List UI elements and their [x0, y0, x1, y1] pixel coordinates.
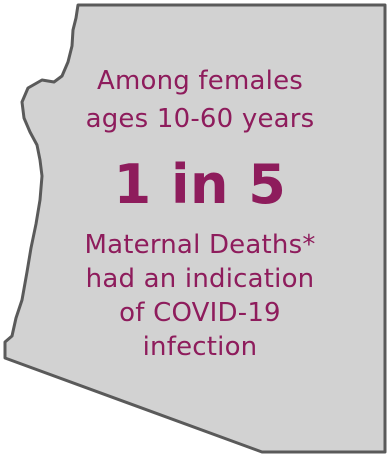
description-line-2: had an indication	[85, 264, 315, 294]
headline: Among females ages 10-60 years	[22, 62, 378, 138]
statistic-value: 1 in 5	[113, 153, 287, 216]
description-line-4: infection	[142, 332, 258, 362]
description-line-1: Maternal Deaths*	[84, 230, 316, 260]
headline-line-1: Among females	[96, 66, 304, 96]
description-line-3: of COVID-19	[119, 298, 281, 328]
state-shape	[3, 3, 387, 454]
description: Maternal Deaths* had an indication of CO…	[22, 228, 378, 364]
headline-line-2: ages 10-60 years	[85, 104, 315, 134]
